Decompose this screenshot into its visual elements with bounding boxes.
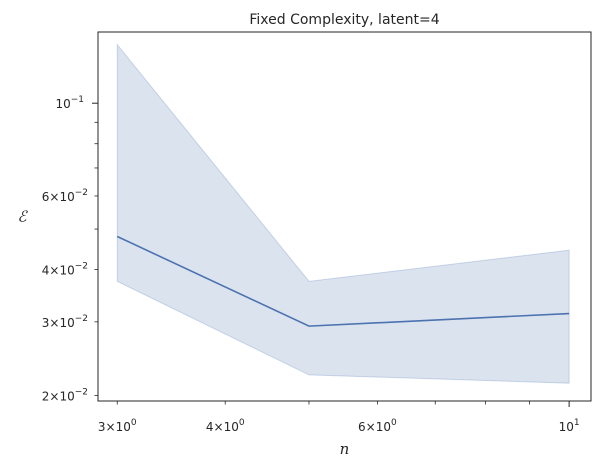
x-axis-ticks: 101 3×100 4×100 6×100: [98, 401, 580, 434]
confidence-band-layer: [116, 43, 570, 384]
y-tick-label: 2×10−2: [42, 387, 88, 403]
chart-title: Fixed Complexity, latent=4: [249, 12, 439, 28]
x-tick-label: 4×100: [206, 418, 245, 434]
y-tick-label: 10−1: [55, 95, 84, 111]
y-tick-label: 6×10−2: [42, 188, 88, 204]
x-tick-label: 3×100: [98, 418, 137, 434]
plot-frame: [97, 31, 592, 402]
series-line-layer: [116, 235, 570, 327]
x-tick-label: 6×100: [358, 418, 397, 434]
x-tick-label: 101: [559, 418, 580, 434]
y-axis-ticks: 10−1 2×10−2 3×10−2 4×10−2 6×10−2: [42, 95, 98, 403]
series-line: [116, 235, 570, 327]
y-tick-label: 3×10−2: [42, 314, 88, 330]
y-tick-label: 4×10−2: [42, 262, 88, 278]
x-axis-label: n: [340, 440, 350, 458]
y-axis-label: ℰ: [17, 208, 28, 226]
confidence-band: [116, 43, 570, 384]
